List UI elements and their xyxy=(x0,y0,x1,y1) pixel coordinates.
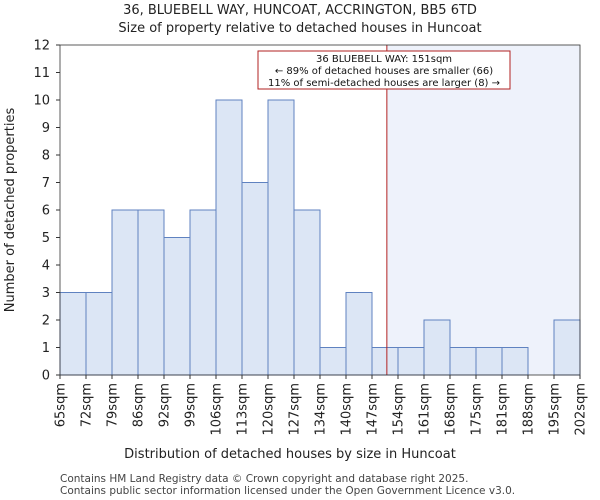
y-tick-label: 3 xyxy=(42,286,50,301)
bar-106sqm xyxy=(215,99,243,376)
x-tick-label: 134sqm xyxy=(314,383,329,436)
x-tick-label: 72sqm xyxy=(80,383,95,427)
x-tick-label: 113sqm xyxy=(236,383,251,436)
footer-line1: Contains HM Land Registry data © Crown c… xyxy=(60,473,468,485)
x-tick-label: 79sqm xyxy=(106,383,121,427)
y-tick-label: 0 xyxy=(42,369,50,384)
bar-127sqm xyxy=(293,209,321,376)
bar-86sqm xyxy=(137,209,165,376)
bar-195sqm xyxy=(553,319,581,376)
annotation-box: 36 BLUEBELL WAY: 151sqm ← 89% of detache… xyxy=(257,50,511,90)
bar-154sqm xyxy=(397,347,425,376)
bar-140sqm xyxy=(345,292,373,376)
y-tick-label: 7 xyxy=(42,176,50,191)
bar-147sqm xyxy=(371,347,399,376)
chart-title-line1: 36, BLUEBELL WAY, HUNCOAT, ACCRINGTON, B… xyxy=(123,3,477,18)
annotation-border xyxy=(257,50,511,90)
bar-161sqm xyxy=(423,319,451,376)
y-tick-label: 6 xyxy=(42,204,50,219)
x-tick-label: 86sqm xyxy=(132,383,147,427)
annotation-line2: ← 89% of detached houses are smaller (66… xyxy=(275,66,493,77)
y-tick-label: 12 xyxy=(33,39,50,54)
x-tick-label: 65sqm xyxy=(54,383,69,427)
annotation-line3: 11% of semi-detached houses are larger (… xyxy=(268,78,500,89)
x-tick-label: 195sqm xyxy=(548,383,563,436)
x-tick-label: 127sqm xyxy=(288,383,303,436)
y-tick-label: 4 xyxy=(42,259,50,274)
y-tick-label: 11 xyxy=(33,66,50,81)
x-tick-label: 140sqm xyxy=(340,383,355,436)
x-tick-label: 154sqm xyxy=(392,383,407,436)
x-tick-label: 188sqm xyxy=(522,383,537,436)
bar-181sqm xyxy=(501,347,529,376)
x-tick-label: 92sqm xyxy=(158,383,173,427)
y-tick-label: 10 xyxy=(33,94,50,109)
bar-79sqm xyxy=(111,209,139,376)
x-tick-label: 161sqm xyxy=(418,383,433,436)
x-tick-label: 175sqm xyxy=(470,383,485,436)
bars-group xyxy=(59,99,581,376)
y-tick-label: 1 xyxy=(42,341,50,356)
y-tick-label: 9 xyxy=(42,121,50,136)
x-tick-label: 147sqm xyxy=(366,383,381,436)
y-tick-label: 8 xyxy=(42,149,50,164)
annotation-line1: 36 BLUEBELL WAY: 151sqm xyxy=(316,54,452,65)
x-tick-label: 181sqm xyxy=(496,383,511,436)
bar-120sqm xyxy=(267,99,295,376)
x-tick-label: 202sqm xyxy=(574,383,589,436)
x-tick-label: 120sqm xyxy=(262,383,277,436)
x-axis-ticks: 65sqm 72sqm 79sqm 86sqm 92sqm 99sqm 106sqm 113s… xyxy=(54,375,589,436)
chart-title-line2: Size of property relative to detached ho… xyxy=(118,21,481,36)
bar-99sqm xyxy=(189,209,217,376)
x-tick-label: 168sqm xyxy=(444,383,459,436)
bar-72sqm xyxy=(85,292,113,376)
footer-line2: Contains public sector information licen… xyxy=(60,485,515,497)
above-subject-region xyxy=(386,45,580,375)
bar-92sqm xyxy=(163,237,191,376)
x-tick-label: 99sqm xyxy=(184,383,199,427)
x-axis-label: Distribution of detached houses by size … xyxy=(124,447,456,462)
bar-134sqm xyxy=(319,347,347,376)
bar-65sqm xyxy=(59,292,87,376)
bar-113sqm xyxy=(241,182,269,376)
y-axis-label: Number of detached properties xyxy=(3,108,18,313)
y-tick-label: 2 xyxy=(42,314,50,329)
x-tick-label: 106sqm xyxy=(210,383,225,436)
bar-175sqm xyxy=(475,347,503,376)
y-tick-label: 5 xyxy=(42,231,50,246)
bar-168sqm xyxy=(449,347,477,376)
